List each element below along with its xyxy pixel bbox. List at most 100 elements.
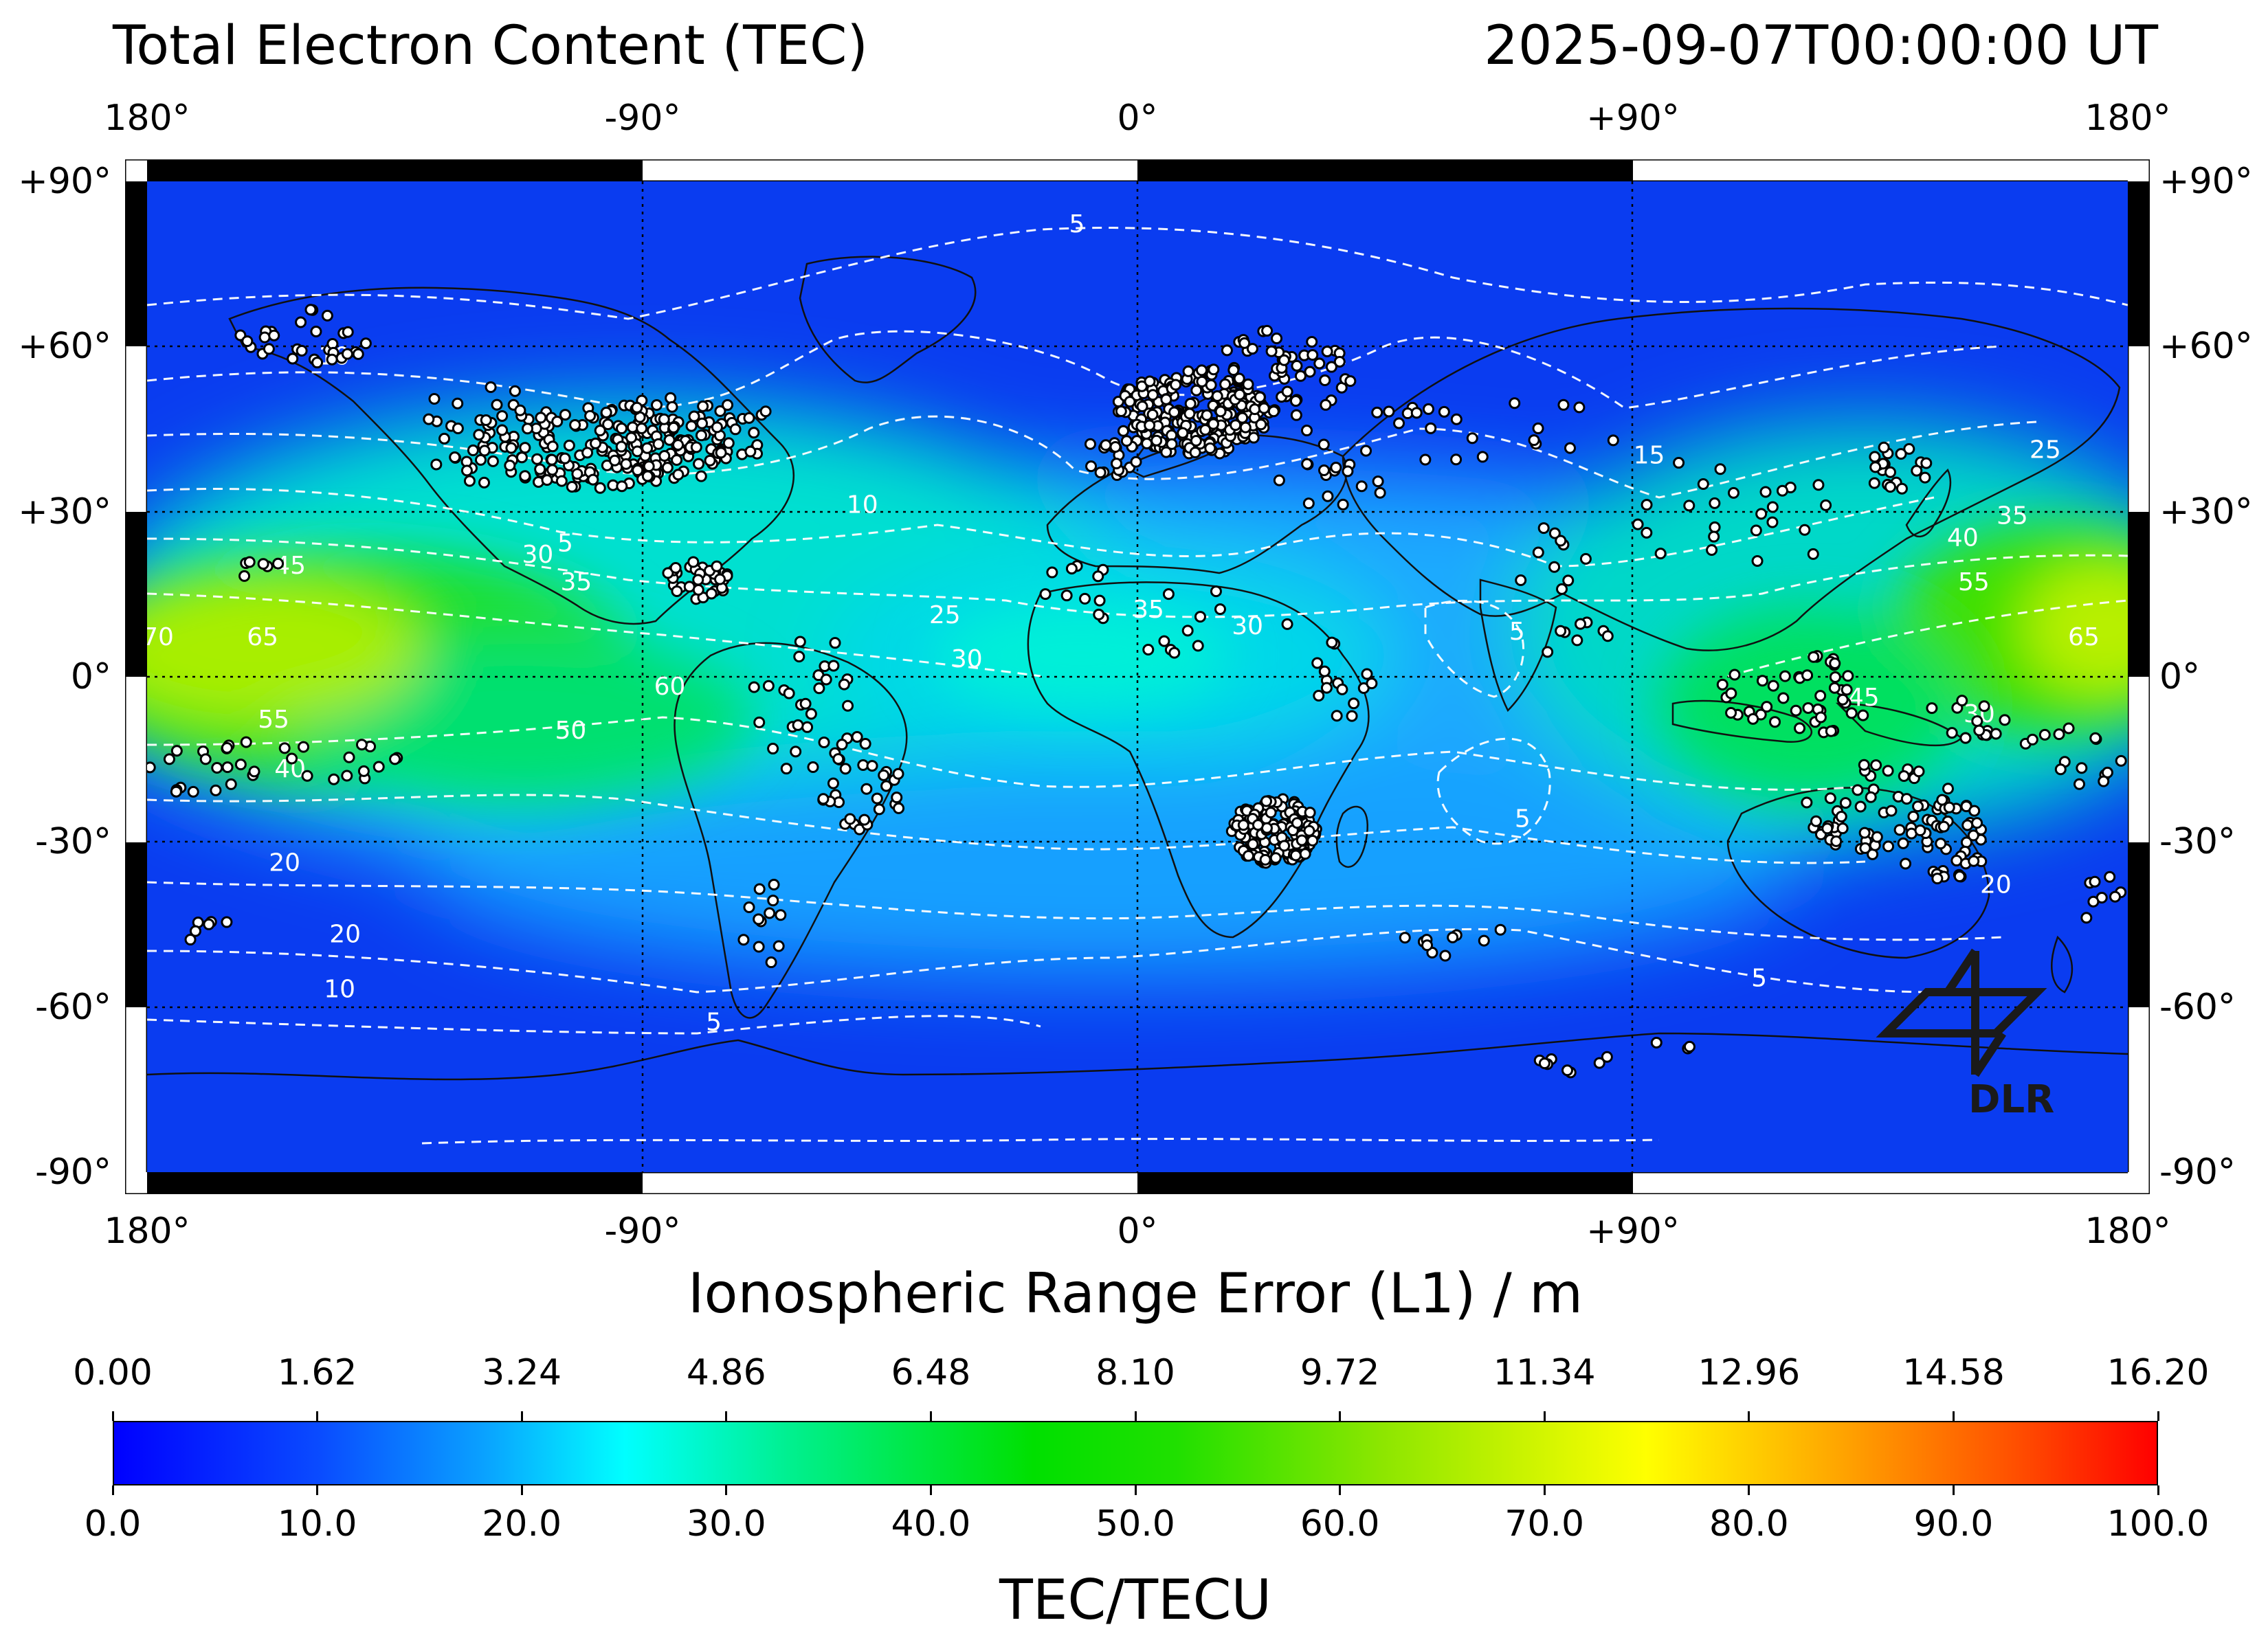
station-marker — [1632, 518, 1644, 530]
lon-label-bottom: -90° — [604, 1211, 681, 1252]
station-marker — [1194, 611, 1206, 623]
station-marker — [1410, 407, 1423, 419]
station-marker — [1039, 588, 1052, 601]
station-marker — [1601, 630, 1614, 642]
station-marker — [1421, 939, 1434, 952]
station-marker — [620, 458, 632, 470]
station-marker — [1478, 934, 1490, 947]
station-marker — [1182, 365, 1194, 377]
station-marker — [569, 418, 581, 431]
station-marker — [1318, 438, 1330, 451]
station-marker — [1100, 439, 1112, 451]
colorbar-top-tick-label: 14.58 — [1902, 1352, 2005, 1393]
station-marker — [672, 469, 685, 481]
station-marker — [715, 447, 727, 459]
station-marker — [1422, 403, 1434, 415]
station-marker — [1146, 389, 1159, 401]
contour-label: 35 — [561, 568, 592, 596]
lat-label-right: 0° — [2159, 656, 2201, 697]
colorbar-bottom-tick-label: 50.0 — [1096, 1503, 1175, 1545]
station-marker — [671, 585, 683, 597]
station-marker — [836, 739, 848, 751]
lat-label-right: -60° — [2159, 987, 2236, 1028]
contour-label: 20 — [1980, 871, 2012, 899]
tec-contours — [147, 227, 2128, 1145]
station-marker — [744, 445, 757, 458]
station-marker — [1130, 456, 1142, 468]
station-marker — [534, 463, 546, 475]
station-marker — [793, 651, 805, 663]
station-marker — [1794, 722, 1806, 734]
station-marker — [1322, 490, 1334, 502]
station-marker — [463, 475, 476, 487]
station-marker — [1299, 848, 1311, 860]
station-marker — [1654, 548, 1667, 560]
contour-label: 10 — [324, 976, 355, 1004]
station-marker — [892, 767, 904, 780]
colorbar-bottom-tick — [316, 1485, 319, 1495]
colorbar — [113, 1421, 2158, 1485]
lon-label-bottom: 180° — [104, 1211, 190, 1252]
station-marker — [813, 682, 825, 695]
station-marker — [1857, 709, 1869, 721]
station-marker — [341, 770, 353, 782]
station-marker — [515, 451, 528, 464]
station-marker — [298, 741, 310, 753]
station-marker — [1093, 608, 1105, 620]
station-marker — [1289, 849, 1302, 862]
station-marker — [631, 401, 643, 414]
station-marker — [1968, 855, 1980, 867]
lat-label-right: +60° — [2159, 326, 2253, 367]
station-marker — [693, 458, 705, 470]
station-marker — [1214, 405, 1227, 418]
station-marker — [389, 753, 401, 765]
station-marker — [1885, 805, 1898, 817]
station-marker — [1865, 791, 1877, 803]
station-marker — [1898, 770, 1910, 782]
station-marker — [1450, 413, 1463, 425]
station-marker — [286, 752, 298, 765]
colorbar-top-tick-label: 16.20 — [2106, 1352, 2210, 1393]
station-marker — [1247, 838, 1259, 851]
station-marker — [1990, 728, 2002, 740]
station-marker — [1168, 406, 1181, 418]
station-marker — [711, 560, 723, 572]
station-marker — [1243, 850, 1255, 862]
station-marker — [452, 397, 464, 410]
station-marker — [496, 410, 509, 422]
station-marker — [1509, 397, 1521, 410]
station-marker — [1766, 501, 1779, 513]
station-marker — [551, 415, 564, 427]
colorbar-label: TEC/TECU — [999, 1568, 1272, 1632]
contour-labels: 5101053035457065605055402020105253035305… — [147, 210, 2100, 1037]
station-marker — [1946, 727, 1958, 739]
station-marker — [1845, 707, 1858, 719]
station-marker — [631, 445, 643, 458]
contour-label: 65 — [2068, 623, 2100, 651]
colorbar-top-tick-label: 6.48 — [891, 1352, 971, 1393]
lon-label-top: 0° — [1117, 98, 1158, 139]
station-marker — [748, 681, 760, 693]
station-marker — [1355, 480, 1368, 493]
station-marker — [1971, 817, 1983, 829]
lon-label-top: -90° — [604, 98, 681, 139]
station-marker — [1372, 475, 1384, 488]
station-marker — [767, 743, 779, 755]
contour-label: 70 — [147, 623, 174, 651]
station-marker — [1307, 349, 1319, 361]
station-marker — [1166, 438, 1178, 450]
contour-label: 30 — [1232, 612, 1263, 640]
station-marker — [1801, 669, 1814, 682]
station-marker — [1913, 765, 1925, 778]
station-marker — [801, 721, 814, 733]
station-marker — [772, 940, 785, 952]
station-marker — [1208, 363, 1220, 376]
station-marker — [807, 761, 819, 774]
station-marker — [704, 454, 716, 467]
station-marker — [842, 699, 854, 712]
colorbar-top-tick — [725, 1411, 728, 1421]
station-marker — [775, 909, 787, 921]
station-marker — [1839, 797, 1852, 809]
station-marker — [783, 687, 795, 699]
station-marker — [342, 326, 354, 338]
